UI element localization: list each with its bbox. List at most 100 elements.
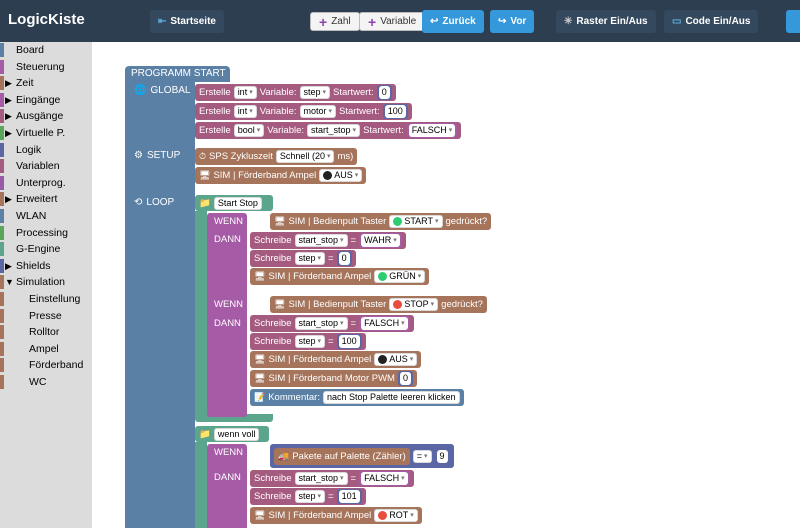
variable-dropdown[interactable]: step ▾ bbox=[294, 335, 326, 348]
sim-ampel-block[interactable]: 🖥 SIM | Förderband Ampel GRÜN ▾ bbox=[250, 268, 430, 285]
sidebar-item[interactable]: ▶ Eingänge bbox=[0, 92, 92, 109]
variable-dropdown[interactable]: start_stop ▾ bbox=[294, 234, 348, 247]
group-block-wenn-voll[interactable]: 📁 wenn voll bbox=[195, 426, 269, 442]
sidebar-item[interactable]: WLAN bbox=[0, 208, 92, 225]
boolean-block[interactable]: WAHR ▾ bbox=[359, 233, 402, 248]
ampel-dropdown[interactable]: AUS ▾ bbox=[319, 169, 363, 182]
number-block[interactable]: 100 bbox=[382, 104, 408, 119]
boolean-block[interactable]: FALSCH ▾ bbox=[359, 316, 410, 331]
sidebar-item[interactable]: Presse bbox=[0, 308, 92, 325]
variable-dropdown[interactable]: step ▾ bbox=[299, 86, 331, 99]
variable-dropdown[interactable]: start_stop ▾ bbox=[307, 124, 361, 137]
boolean-field[interactable]: FALSCH ▾ bbox=[361, 472, 408, 485]
number-field[interactable]: 0 bbox=[399, 372, 411, 385]
write-variable-block[interactable]: Schreibe step ▾ = 0 bbox=[250, 250, 356, 267]
comment-block[interactable]: 📝 Kommentar: nach Stop Palette leeren kl… bbox=[250, 389, 464, 406]
number-block[interactable]: 0 bbox=[397, 371, 413, 386]
write-variable-block[interactable]: Schreibe step ▾ = 100 bbox=[250, 333, 366, 350]
grid-toggle-button[interactable]: ✳ Raster Ein/Aus bbox=[556, 10, 656, 33]
taster-condition-block[interactable]: 🖥 SIM | Bedienpult Taster START ▾ gedrück… bbox=[270, 213, 492, 230]
number-field[interactable]: 9 bbox=[436, 449, 448, 463]
sim-motor-block[interactable]: 🖥 SIM | Förderband Motor PWM 0 bbox=[250, 370, 417, 387]
sidebar-item[interactable]: ▶ Ausgänge bbox=[0, 108, 92, 125]
sidebar-item[interactable]: WC bbox=[0, 374, 92, 391]
add-variable-button[interactable]: + Variable bbox=[359, 12, 426, 31]
counter-block[interactable]: 🚚 Pakete auf Palette (Zähler) bbox=[274, 447, 410, 465]
number-field[interactable]: 101 bbox=[338, 490, 360, 503]
sidebar-item[interactable]: ▶ Erweitert bbox=[0, 191, 92, 208]
sim-ampel-block[interactable]: 🖥 SIM | Förderband Ampel ROT ▾ bbox=[250, 507, 422, 524]
sps-cycle-block[interactable]: ⏱ SPS Zykluszeit Schnell (20 ▾ ms) bbox=[195, 148, 358, 165]
sidebar-item[interactable]: Förderband bbox=[0, 357, 92, 374]
variable-dropdown[interactable]: start_stop ▾ bbox=[294, 472, 348, 485]
sidebar-item[interactable]: Board bbox=[0, 42, 92, 59]
sidebar-item[interactable]: Processing bbox=[0, 225, 92, 242]
number-block[interactable]: 0 bbox=[376, 85, 392, 100]
group-name-field[interactable]: Start Stop bbox=[213, 196, 262, 210]
chevron-down-icon[interactable]: ▼ bbox=[5, 277, 14, 288]
sim-ampel-block[interactable]: 🖥 SIM | Förderband Ampel AUS ▾ bbox=[195, 167, 367, 184]
extra-button[interactable] bbox=[786, 10, 800, 33]
code-toggle-button[interactable]: ▭ Code Ein/Aus bbox=[664, 10, 759, 33]
group-name-field[interactable]: wenn voll bbox=[213, 427, 260, 441]
sidebar-item[interactable]: Einstellung bbox=[0, 291, 92, 308]
sidebar-item[interactable]: Unterprog. bbox=[0, 175, 92, 192]
create-variable-block[interactable]: Erstelle int ▾ Variable: motor ▾ Startwert… bbox=[195, 103, 412, 120]
sidebar-item[interactable]: Ampel bbox=[0, 341, 92, 358]
write-variable-block[interactable]: Schreibe start_stop ▾ = FALSCH ▾ bbox=[250, 470, 414, 487]
write-variable-block[interactable]: Schreibe step ▾ = 101 bbox=[250, 488, 366, 505]
boolean-block[interactable]: FALSCH ▾ bbox=[406, 123, 458, 138]
boolean-block[interactable]: FALSCH ▾ bbox=[359, 471, 410, 486]
boolean-field[interactable]: FALSCH ▾ bbox=[361, 317, 408, 330]
sidebar-item[interactable]: G-Engine bbox=[0, 241, 92, 258]
chevron-right-icon[interactable]: ▶ bbox=[5, 78, 12, 89]
sidebar-item[interactable]: ▶ Zeit bbox=[0, 75, 92, 92]
chevron-right-icon[interactable]: ▶ bbox=[5, 260, 12, 271]
number-block[interactable]: 101 bbox=[336, 489, 362, 504]
number-field[interactable]: 0 bbox=[338, 252, 350, 265]
boolean-field[interactable]: WAHR ▾ bbox=[361, 234, 400, 247]
if-block[interactable] bbox=[207, 444, 247, 528]
comment-field[interactable]: nach Stop Palette leeren klicken bbox=[322, 391, 460, 404]
create-variable-block[interactable]: Erstelle int ▾ Variable: step ▾ Startwert:… bbox=[195, 84, 396, 101]
taster-dropdown[interactable]: STOP ▾ bbox=[389, 298, 439, 311]
sidebar-item[interactable]: Variablen bbox=[0, 158, 92, 175]
sidebar-item[interactable]: ▼ Simulation bbox=[0, 274, 92, 291]
number-field[interactable]: 0 bbox=[378, 86, 390, 99]
group-block-start-stop[interactable]: 📁 Start Stop bbox=[195, 195, 273, 211]
chevron-right-icon[interactable]: ▶ bbox=[5, 111, 12, 122]
program-start-header[interactable]: PROGRAMM START bbox=[125, 66, 230, 82]
number-block[interactable]: 100 bbox=[336, 334, 362, 349]
taster-condition-block[interactable]: 🖥 SIM | Bedienpult Taster STOP ▾ gedrückt… bbox=[270, 296, 487, 313]
write-variable-block[interactable]: Schreibe start_stop ▾ = WAHR ▾ bbox=[250, 232, 406, 249]
compare-block[interactable]: 🚚 Pakete auf Palette (Zähler) = ▾ 9 bbox=[270, 444, 454, 468]
number-field[interactable]: 100 bbox=[384, 105, 406, 118]
write-variable-block[interactable]: Schreibe start_stop ▾ = FALSCH ▾ bbox=[250, 315, 414, 332]
type-dropdown[interactable]: int ▾ bbox=[233, 105, 257, 118]
taster-dropdown[interactable]: START ▾ bbox=[389, 215, 443, 228]
chevron-right-icon[interactable]: ▶ bbox=[5, 194, 12, 205]
if-block[interactable] bbox=[207, 295, 247, 415]
chevron-right-icon[interactable]: ▶ bbox=[5, 127, 12, 138]
cycle-dropdown[interactable]: Schnell (20 ▾ bbox=[275, 150, 335, 163]
sidebar-item[interactable]: Logik bbox=[0, 142, 92, 159]
program-start-body[interactable] bbox=[125, 82, 195, 528]
undo-button[interactable]: ↩ Zurück bbox=[422, 10, 484, 33]
ampel-dropdown[interactable]: ROT ▾ bbox=[374, 509, 418, 522]
block-workspace[interactable]: PROGRAMM START 🌐 GLOBAL Erstelle int ▾ Va… bbox=[92, 42, 800, 528]
create-variable-block[interactable]: Erstelle bool ▾ Variable: start_stop ▾ Sta… bbox=[195, 122, 462, 139]
variable-dropdown[interactable]: step ▾ bbox=[294, 490, 326, 503]
boolean-field[interactable]: FALSCH ▾ bbox=[408, 124, 456, 137]
variable-dropdown[interactable]: step ▾ bbox=[294, 252, 326, 265]
variable-dropdown[interactable]: start_stop ▾ bbox=[294, 317, 348, 330]
number-field[interactable]: 100 bbox=[338, 335, 360, 348]
ampel-dropdown[interactable]: AUS ▾ bbox=[374, 353, 418, 366]
type-dropdown[interactable]: int ▾ bbox=[233, 86, 257, 99]
sidebar-item[interactable]: Rolltor bbox=[0, 324, 92, 341]
add-number-button[interactable]: + Zahl bbox=[310, 12, 360, 31]
sidebar-item[interactable]: ▶ Shields bbox=[0, 258, 92, 275]
sim-ampel-block[interactable]: 🖥 SIM | Förderband Ampel AUS ▾ bbox=[250, 351, 422, 368]
type-dropdown[interactable]: bool ▾ bbox=[233, 124, 265, 137]
sidebar-item[interactable]: Steuerung bbox=[0, 59, 92, 76]
chevron-right-icon[interactable]: ▶ bbox=[5, 94, 12, 105]
